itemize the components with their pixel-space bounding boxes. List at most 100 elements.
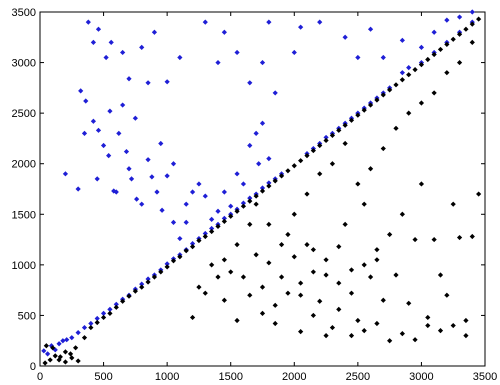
data-point-blue [111, 188, 117, 194]
data-point-black [342, 140, 348, 147]
x-tick-label: 3000 [409, 371, 433, 383]
data-point-black [355, 181, 361, 187]
data-point-blue [108, 39, 114, 45]
data-point-black [189, 314, 196, 321]
data-point-blue [164, 261, 170, 267]
data-point-blue [209, 216, 215, 222]
data-point-black [393, 272, 399, 278]
data-point-blue [139, 201, 145, 207]
data-point-black [177, 254, 183, 260]
data-point-blue [259, 185, 266, 191]
data-points-layer [41, 9, 482, 366]
data-point-blue [139, 44, 145, 50]
data-point-blue [202, 230, 208, 237]
data-point-black [323, 137, 329, 144]
data-point-blue [113, 301, 119, 307]
data-point-black [272, 320, 278, 327]
data-point-black [88, 324, 94, 331]
data-point-black [469, 21, 475, 27]
data-point-blue [126, 76, 132, 82]
data-point-black [158, 269, 164, 275]
data-point-blue [113, 189, 119, 195]
data-point-black [234, 208, 240, 214]
data-point-blue [444, 17, 450, 23]
data-point-black [209, 228, 215, 235]
data-point-blue [81, 324, 88, 331]
y-tick-label: 3500 [12, 7, 36, 19]
data-point-black [374, 247, 380, 253]
data-point-black [412, 67, 418, 73]
data-point-blue [266, 180, 272, 186]
x-tick-label: 0 [37, 371, 43, 383]
data-point-blue [418, 44, 425, 50]
data-point-black [450, 322, 456, 329]
data-point-blue [126, 166, 132, 172]
data-point-black [52, 353, 58, 359]
data-point-black [247, 198, 253, 204]
data-point-black [437, 46, 444, 53]
data-point-blue [45, 351, 51, 357]
data-point-black [107, 310, 113, 317]
data-point-blue [164, 79, 170, 85]
data-point-black [304, 153, 310, 159]
data-point-blue [240, 181, 247, 187]
data-point-blue [221, 189, 227, 195]
data-point-blue [95, 26, 102, 32]
data-point-black [259, 188, 266, 194]
data-point-blue [399, 70, 405, 76]
data-point-blue [128, 176, 135, 182]
data-point-black [476, 191, 482, 197]
data-point-black [126, 293, 132, 299]
data-point-black [310, 247, 316, 253]
data-point-black [418, 181, 425, 187]
data-point-black [240, 203, 247, 209]
data-point-blue [120, 49, 126, 56]
data-point-blue [85, 19, 91, 25]
data-point-black [431, 51, 437, 58]
x-tick-label: 2000 [282, 371, 306, 383]
data-point-black [202, 233, 208, 240]
data-point-blue [228, 203, 234, 209]
data-point-blue [234, 49, 240, 56]
data-point-black [196, 284, 202, 290]
data-point-black [399, 77, 405, 83]
data-point-blue [145, 276, 151, 282]
data-point-black [278, 242, 285, 248]
data-point-blue [64, 337, 70, 343]
data-point-black [437, 272, 444, 278]
data-point-black [43, 343, 49, 349]
data-point-black [387, 231, 393, 238]
data-point-black [348, 117, 355, 123]
data-point-blue [259, 120, 266, 126]
data-point-black [399, 331, 405, 337]
data-point-black [139, 284, 145, 290]
data-point-black [209, 262, 215, 268]
data-point-black [406, 72, 412, 78]
data-point-black [221, 297, 227, 303]
data-point-black [342, 221, 348, 227]
data-point-blue [247, 195, 253, 201]
data-point-black [62, 359, 69, 365]
data-point-black [189, 244, 196, 250]
data-point-black [317, 171, 323, 177]
data-point-black [348, 333, 355, 339]
data-point-black [476, 16, 482, 22]
data-point-black [425, 322, 431, 329]
data-point-blue [183, 219, 189, 225]
data-point-black [285, 231, 291, 238]
data-point-black [425, 314, 431, 321]
data-point-blue [164, 173, 170, 179]
data-point-blue [189, 189, 196, 195]
data-point-black [393, 125, 399, 131]
data-point-blue [107, 306, 113, 312]
data-point-blue [196, 181, 202, 187]
y-tick-label: 1000 [12, 260, 36, 272]
data-point-black [329, 161, 336, 167]
data-point-black [456, 234, 463, 241]
data-point-black [266, 260, 272, 266]
data-point-blue [145, 80, 151, 86]
data-point-blue [132, 115, 138, 121]
data-point-blue [240, 200, 247, 206]
data-point-blue [202, 19, 208, 25]
